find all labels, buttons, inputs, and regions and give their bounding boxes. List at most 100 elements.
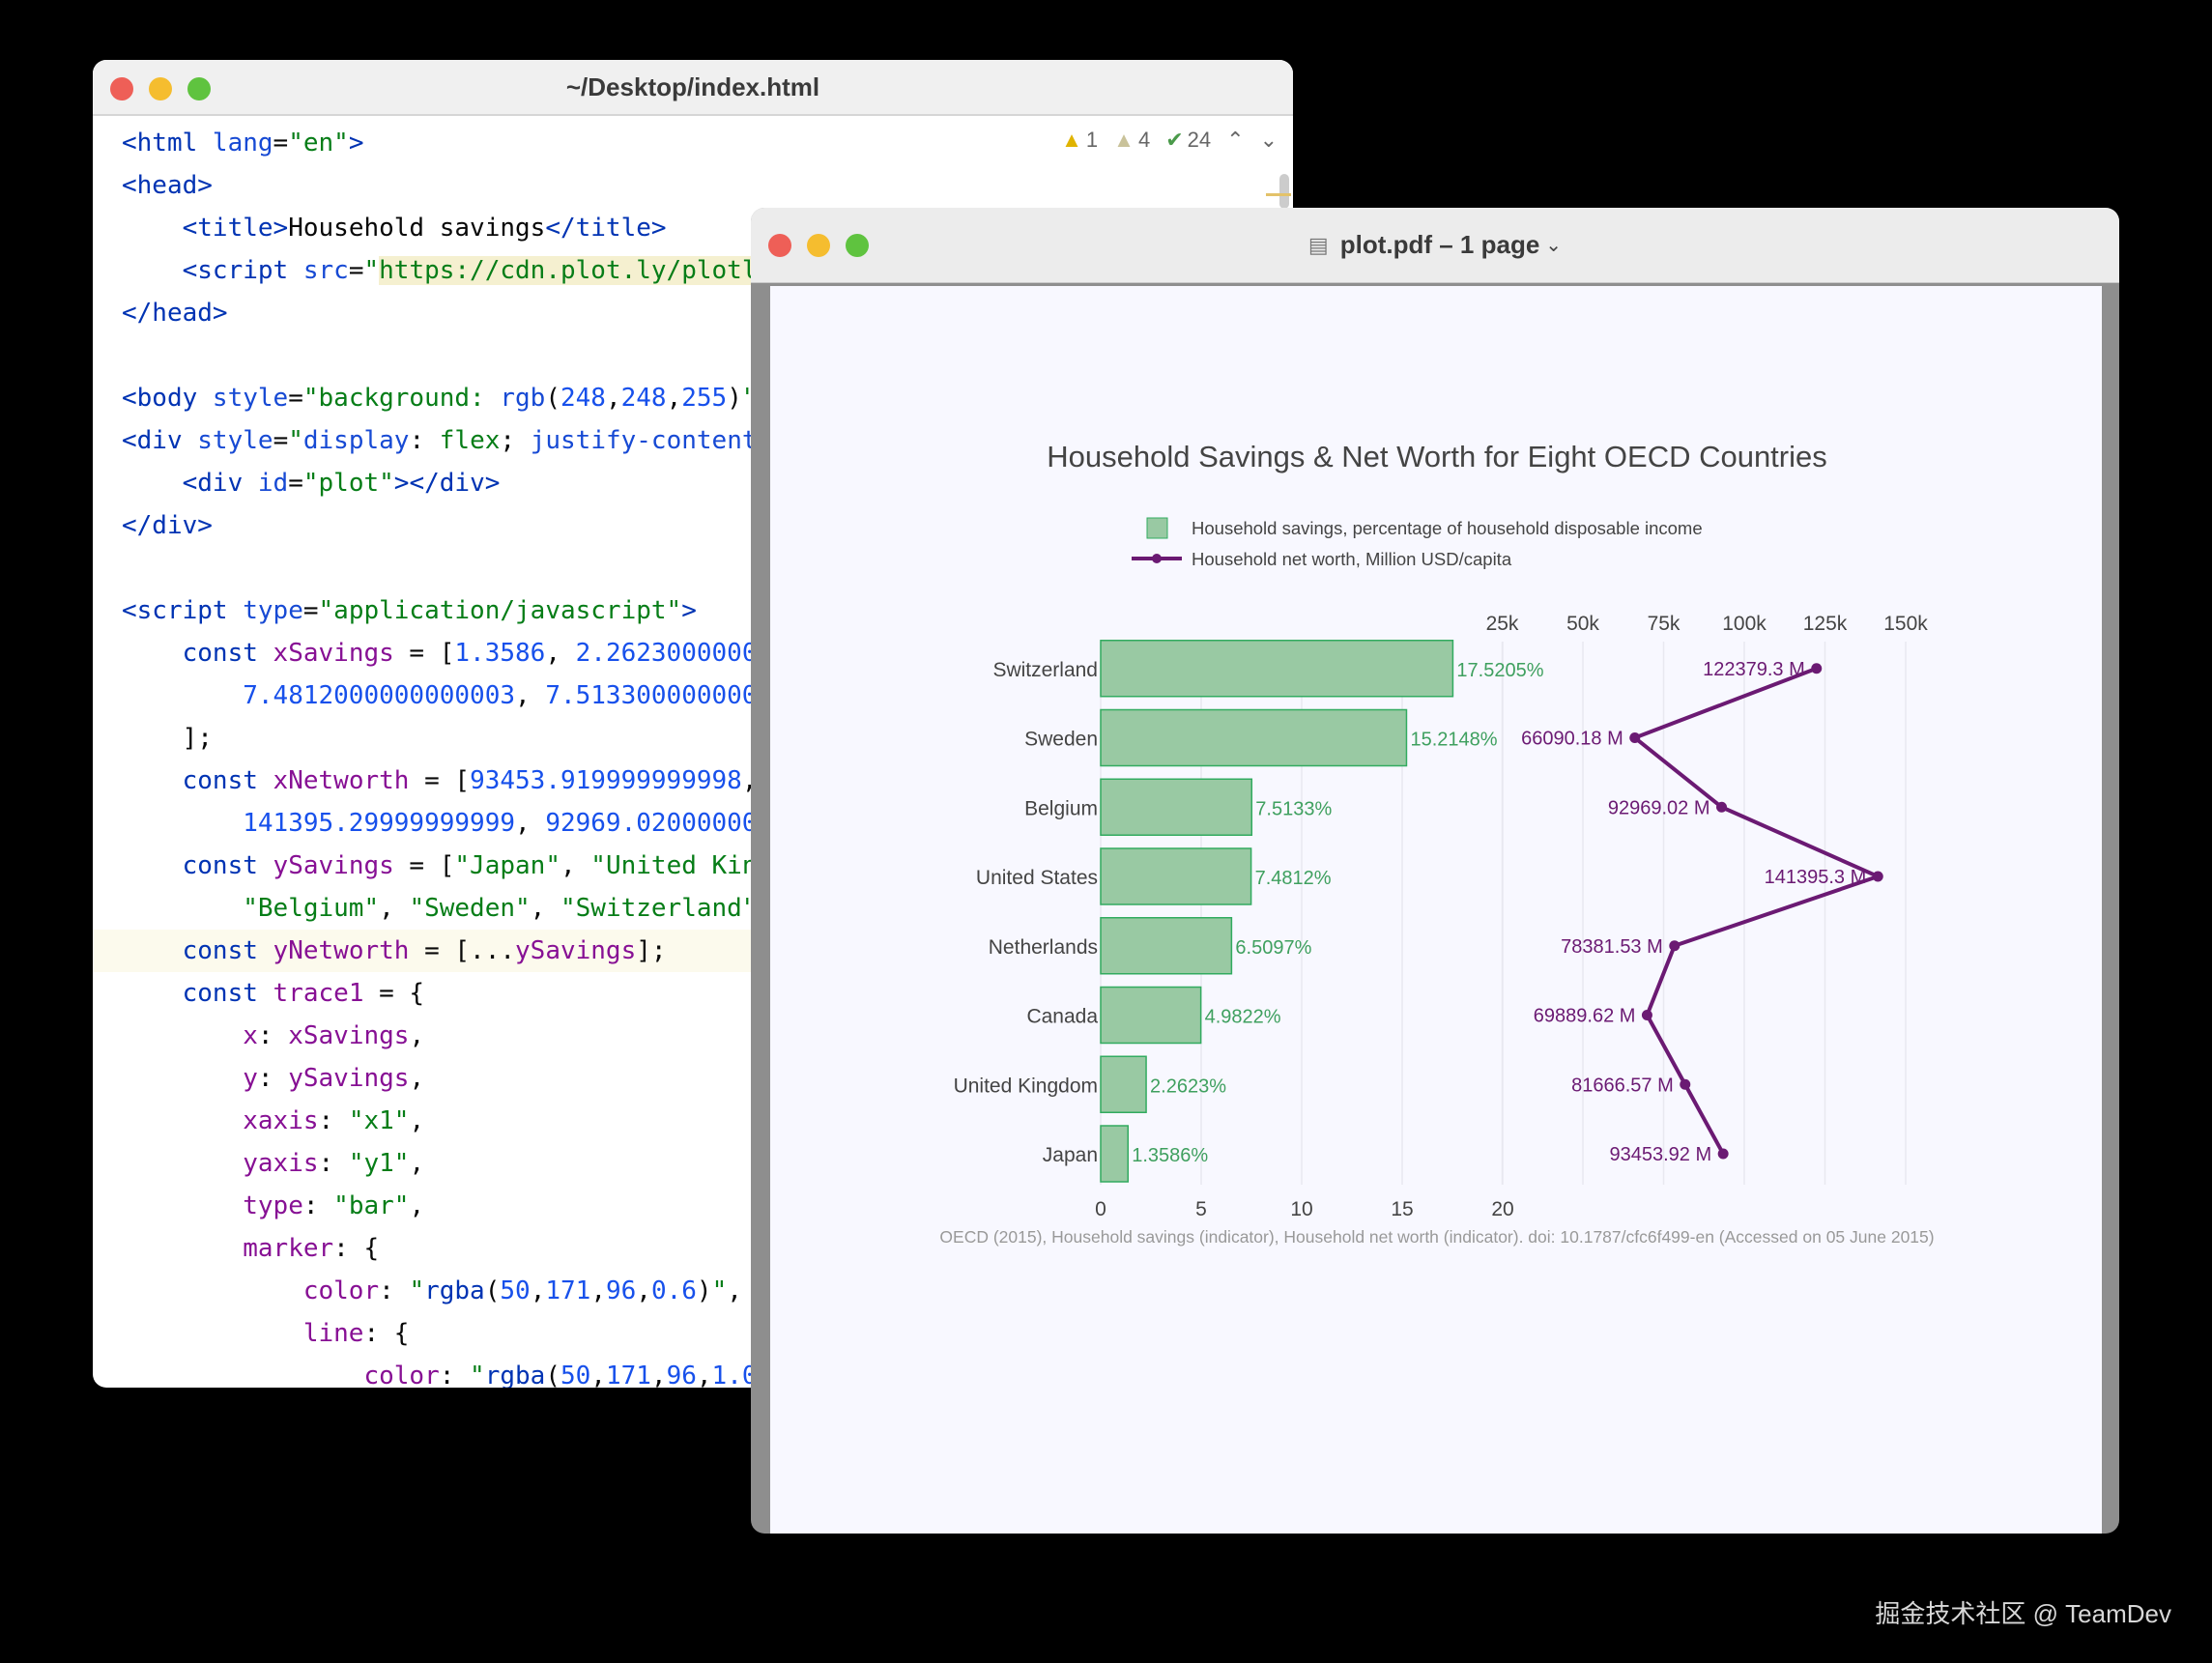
code-token: ySavings	[273, 851, 394, 880]
code-line[interactable]: yaxis: "y1",	[122, 1142, 1293, 1185]
code-token	[122, 1319, 303, 1348]
code-token: 2.2623000000	[575, 639, 758, 668]
code-line[interactable]: line: {	[122, 1312, 1293, 1355]
code-line[interactable]: </head>	[122, 292, 1293, 334]
code-token: y	[243, 1064, 258, 1093]
minimize-button[interactable]	[149, 77, 172, 100]
code-line[interactable]: ];	[122, 717, 1293, 760]
code-token	[122, 936, 183, 965]
chart: Household Savings & Net Worth for Eight …	[939, 440, 1934, 1247]
code-token: <div	[182, 469, 258, 498]
pdf-title[interactable]: plot.pdf – 1 page	[1339, 230, 1540, 259]
savings-data-label: 7.4812%	[1255, 868, 1332, 889]
code-token: 248	[620, 384, 667, 413]
code-token	[122, 894, 243, 923]
close-button[interactable]	[768, 234, 791, 257]
code-line[interactable]: const xSavings = [1.3586, 2.2623000000	[122, 632, 1293, 674]
code-line[interactable]: x: xSavings,	[122, 1015, 1293, 1057]
legend-label-networth: Household net worth, Million USD/capita	[1192, 549, 1512, 569]
code-token: = [	[409, 766, 471, 795]
code-line[interactable]: const trace1 = {	[122, 972, 1293, 1015]
code-line[interactable]: 7.4812000000000003, 7.513300000000	[122, 674, 1293, 717]
chevron-up-icon[interactable]: ⌃	[1226, 128, 1245, 152]
code-token: const	[182, 936, 273, 965]
code-token: ,	[696, 1362, 712, 1388]
code-line[interactable]: <script type="application/javascript">	[122, 589, 1293, 632]
code-token: ,	[409, 1064, 425, 1093]
code-area[interactable]: <html lang="en"> <head> <title>Household …	[93, 122, 1293, 1388]
scrollbar[interactable]	[1279, 174, 1289, 209]
code-line[interactable]: <title>Household savings</title>	[122, 207, 1293, 249]
y-category-label: United Kingdom	[954, 1075, 1098, 1097]
code-token	[122, 1149, 243, 1178]
check-icon: ✔	[1165, 128, 1184, 152]
networth-marker	[1716, 801, 1728, 813]
code-token: 0.6	[650, 1276, 697, 1305]
networth-marker	[1872, 871, 1883, 882]
code-line[interactable]: <html lang="en">	[122, 122, 1293, 164]
code-line[interactable]: <div id="plot"></div>	[122, 462, 1293, 504]
code-token	[122, 681, 243, 710]
inspection-status[interactable]: ▲ 1 ▲ 4 ✔ 24 ⌃ ⌄	[1053, 128, 1278, 153]
code-token: 1.0	[711, 1362, 758, 1388]
code-token: rgba	[424, 1276, 485, 1305]
code-line[interactable]: const xNetworth = [93453.919999999998,	[122, 760, 1293, 802]
savings-data-label: 4.9822%	[1205, 1007, 1281, 1028]
code-token: <div	[122, 426, 198, 455]
code-token: 7.4812000000000003	[243, 681, 515, 710]
code-token: style	[212, 384, 289, 413]
code-token: type	[243, 596, 303, 625]
code-token	[122, 639, 183, 668]
editor-titlebar: ~/Desktop/index.html	[93, 60, 1293, 116]
code-token: ,	[530, 1276, 546, 1305]
code-token: =	[302, 596, 319, 625]
code-token: )	[696, 1276, 712, 1305]
code-token: "Japan"	[454, 851, 560, 880]
code-token: const	[182, 979, 273, 1008]
zoom-button[interactable]	[846, 234, 869, 257]
networth-marker	[1680, 1078, 1691, 1090]
chevron-down-icon[interactable]: ⌄	[1259, 128, 1278, 152]
code-token: </div>	[122, 511, 213, 540]
warning-icon: ▲	[1061, 128, 1082, 152]
code-line[interactable]: <head>	[122, 164, 1293, 207]
code-line[interactable]: <div style="display: flex; justify-conte…	[122, 419, 1293, 462]
code-token: =	[273, 129, 289, 158]
code-token: "	[409, 1276, 425, 1305]
code-token: display	[302, 426, 410, 455]
minimize-button[interactable]	[807, 234, 830, 257]
code-line[interactable]: type: "bar",	[122, 1185, 1293, 1227]
code-token: https://cdn.plot.ly/plotly	[379, 256, 773, 285]
code-line[interactable]: color: "rgba(50,171,96,0.6)",	[122, 1270, 1293, 1312]
code-token: <script	[122, 596, 244, 625]
savings-bar	[1100, 917, 1233, 975]
code-line[interactable]: 141395.29999999999, 92969.02000000	[122, 802, 1293, 845]
code-token: "Sweden"	[409, 894, 531, 923]
code-line[interactable]: const ySavings = ["Japan", "United Kin	[122, 845, 1293, 887]
code-token: ,	[530, 894, 560, 923]
y-category-label: Japan	[1043, 1144, 1098, 1166]
zoom-button[interactable]	[187, 77, 211, 100]
code-token: const	[182, 851, 273, 880]
savings-bar	[1100, 986, 1202, 1045]
code-token	[122, 1234, 243, 1263]
savings-bar	[1100, 708, 1408, 767]
code-token: flex	[439, 426, 501, 455]
close-button[interactable]	[110, 77, 133, 100]
code-token: "background:	[302, 384, 501, 413]
code-token: =	[288, 384, 303, 413]
code-token	[122, 1106, 243, 1135]
code-line[interactable]: "Belgium", "Sweden", "Switzerland"	[122, 887, 1293, 930]
x1-tick-label: 15	[1391, 1198, 1413, 1220]
chevron-down-icon[interactable]: ⌄	[1545, 235, 1563, 256]
code-line[interactable]: <script src="https://cdn.plot.ly/plotly	[122, 249, 1293, 292]
code-line[interactable]: marker: {	[122, 1227, 1293, 1270]
code-line[interactable]: y: ySavings,	[122, 1057, 1293, 1100]
code-token: 92969.02000000	[545, 809, 758, 838]
code-token: rgba	[484, 1362, 546, 1388]
code-line[interactable]: xaxis: "x1",	[122, 1100, 1293, 1142]
code-line[interactable]: </div>	[122, 504, 1293, 547]
code-token: =	[348, 256, 364, 285]
savings-data-label: 1.3586%	[1132, 1145, 1208, 1166]
code-line[interactable]: color: "rgba(50,171,96,1.0	[122, 1355, 1293, 1388]
